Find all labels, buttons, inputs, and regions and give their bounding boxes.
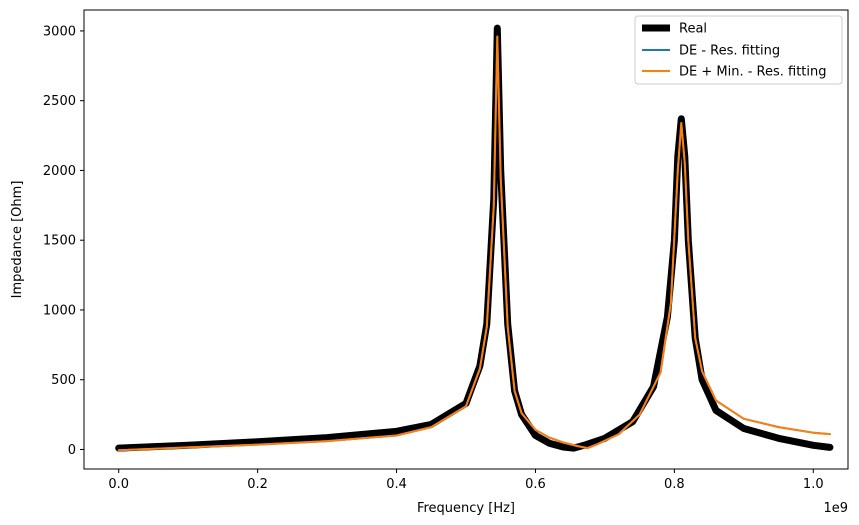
x-axis-offset-label: 1e9 — [823, 501, 848, 516]
y-tick-label: 500 — [51, 373, 76, 388]
y-tick-label: 1000 — [43, 303, 76, 318]
y-tick-label: 2500 — [43, 94, 76, 109]
x-tick-label: 0.2 — [247, 477, 268, 492]
x-tick-label: 0.6 — [525, 477, 546, 492]
x-axis-label: Frequency [Hz] — [417, 501, 515, 516]
y-tick-label: 2000 — [43, 164, 76, 179]
x-tick-label: 0.0 — [108, 477, 129, 492]
x-tick-label: 0.4 — [386, 477, 407, 492]
legend-entry-de: DE - Res. fitting — [642, 44, 780, 59]
series-line-2 — [117, 35, 831, 452]
x-tick-label: 1.0 — [803, 477, 824, 492]
legend-entry-de-min: DE + Min. - Res. fitting — [642, 65, 827, 80]
y-tick-label: 0 — [68, 443, 76, 458]
legend-label-de: DE - Res. fitting — [679, 44, 780, 59]
series-layer — [115, 24, 834, 452]
y-tick-label: 3000 — [43, 24, 76, 39]
legend: Real DE - Res. fitting DE + Min. - Res. … — [634, 15, 843, 85]
axes-layer: 0.0 0.2 0.4 0.6 0.8 1.0 0 500 1000 1500 2000 2500 30… — [43, 24, 824, 492]
x-tick-label: 0.8 — [664, 477, 685, 492]
legend-box — [634, 15, 843, 85]
y-tick-label: 1500 — [43, 234, 76, 249]
legend-label-de-min: DE + Min. - Res. fitting — [679, 65, 827, 80]
y-axis-label: Impedance [Ohm] — [10, 181, 25, 299]
legend-label-real: Real — [679, 22, 707, 37]
legend-entry-real: Real — [642, 22, 707, 37]
plot-frame — [83, 9, 849, 470]
